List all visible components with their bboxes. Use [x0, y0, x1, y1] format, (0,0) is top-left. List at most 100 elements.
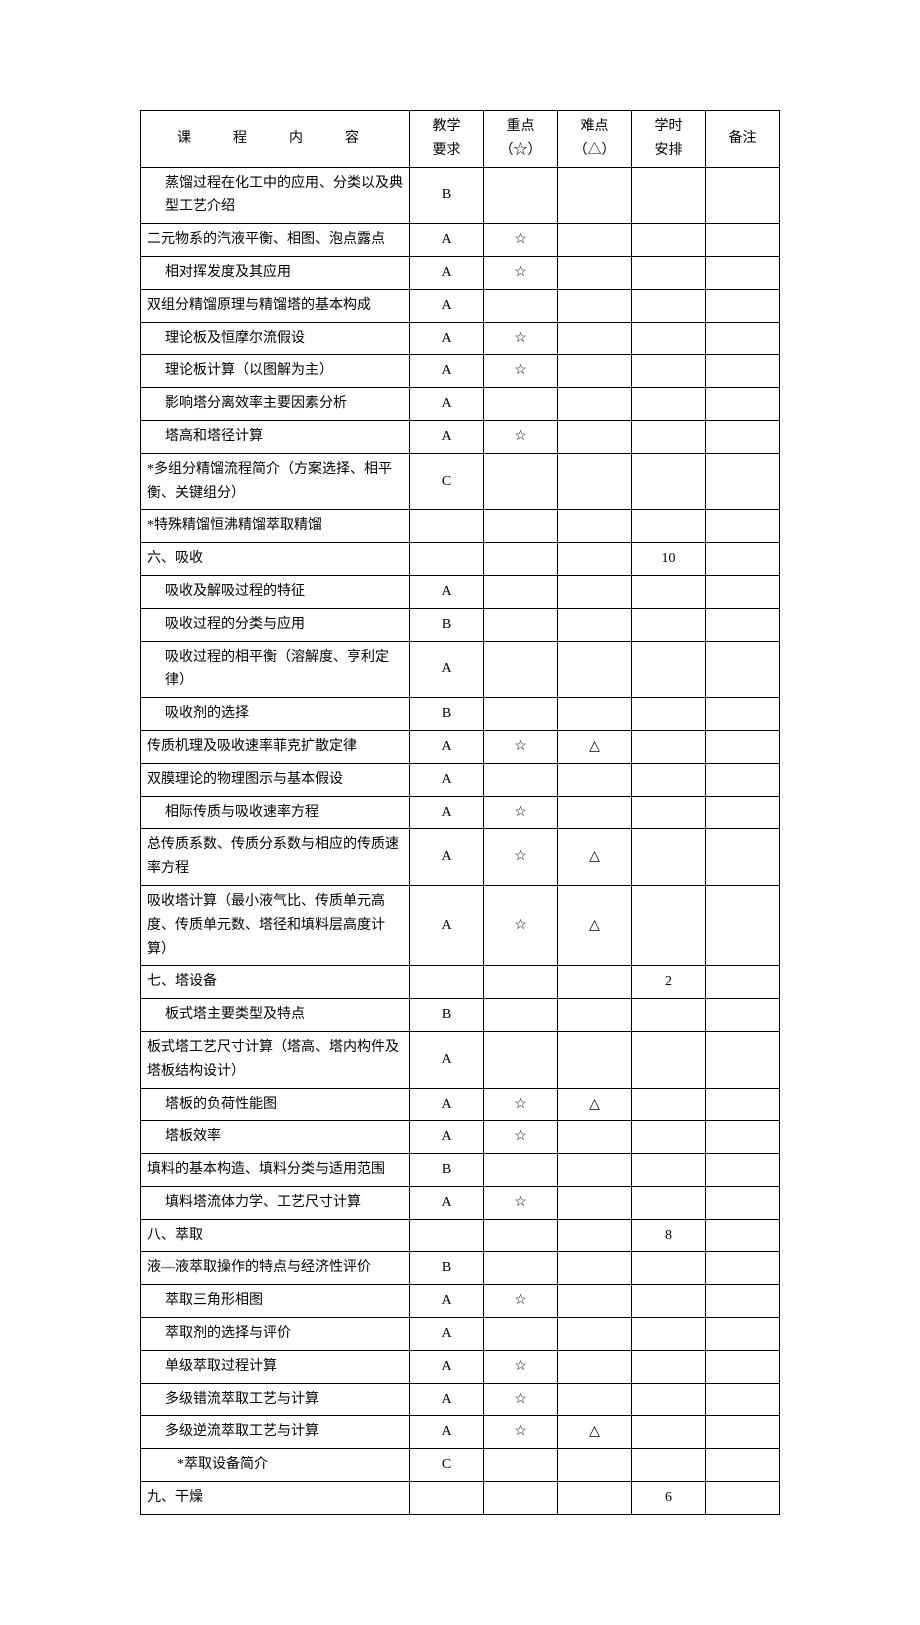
cell-content: 理论板计算（以图解为主） — [141, 355, 410, 388]
cell-content: 相际传质与吸收速率方程 — [141, 796, 410, 829]
cell-hrs — [632, 1252, 706, 1285]
cell-hrs — [632, 641, 706, 698]
cell-key — [484, 1154, 558, 1187]
cell-req: A — [410, 1285, 484, 1318]
table-row: 九、干燥 6 — [141, 1482, 780, 1515]
cell-content: 吸收过程的分类与应用 — [141, 608, 410, 641]
cell-hard — [558, 1383, 632, 1416]
table-row: *萃取设备简介C — [141, 1449, 780, 1482]
cell-note — [706, 1186, 780, 1219]
cell-note — [706, 1449, 780, 1482]
cell-req: A — [410, 256, 484, 289]
cell-note — [706, 1383, 780, 1416]
cell-key — [484, 510, 558, 543]
cell-note — [706, 420, 780, 453]
col-header-content-text: 课 程 内 容 — [147, 127, 403, 151]
table-row: 相际传质与吸收速率方程A☆ — [141, 796, 780, 829]
cell-hrs — [632, 1318, 706, 1351]
cell-req: B — [410, 698, 484, 731]
cell-note — [706, 256, 780, 289]
cell-key — [484, 543, 558, 576]
cell-note — [706, 453, 780, 510]
table-row: 传质机理及吸收速率菲克扩散定律A☆△ — [141, 730, 780, 763]
cell-note — [706, 1031, 780, 1088]
cell-hrs — [632, 763, 706, 796]
cell-hard: △ — [558, 730, 632, 763]
cell-note — [706, 1350, 780, 1383]
table-row: 理论板计算（以图解为主）A☆ — [141, 355, 780, 388]
cell-hard — [558, 453, 632, 510]
cell-hard — [558, 1252, 632, 1285]
cell-hrs — [632, 420, 706, 453]
col-header-req-l2: 要求 — [416, 139, 477, 163]
cell-content: 二元物系的汽液平衡、相图、泡点露点 — [141, 224, 410, 257]
cell-note — [706, 224, 780, 257]
table-row: *特殊精馏恒沸精馏萃取精馏 — [141, 510, 780, 543]
table-row: 六、吸收10 — [141, 543, 780, 576]
cell-key — [484, 388, 558, 421]
cell-hrs: 10 — [632, 543, 706, 576]
table-row: 双组分精馏原理与精馏塔的基本构成A — [141, 289, 780, 322]
cell-content: 吸收过程的相平衡（溶解度、亨利定律） — [141, 641, 410, 698]
col-header-hard: 难点 （△） — [558, 111, 632, 168]
cell-req: A — [410, 730, 484, 763]
cell-key: ☆ — [484, 322, 558, 355]
col-header-hrs-l1: 学时 — [638, 115, 699, 139]
table-row: 吸收过程的相平衡（溶解度、亨利定律）A — [141, 641, 780, 698]
cell-req: A — [410, 1416, 484, 1449]
cell-content: 七、塔设备 — [141, 966, 410, 999]
cell-hard — [558, 388, 632, 421]
table-row: 吸收过程的分类与应用B — [141, 608, 780, 641]
table-row: 板式塔主要类型及特点B — [141, 999, 780, 1032]
cell-content: 填料塔流体力学、工艺尺寸计算 — [141, 1186, 410, 1219]
table-row: 八、萃取8 — [141, 1219, 780, 1252]
cell-note — [706, 730, 780, 763]
cell-key — [484, 289, 558, 322]
cell-note — [706, 1416, 780, 1449]
cell-content: 多级逆流萃取工艺与计算 — [141, 1416, 410, 1449]
col-header-note-text: 备注 — [729, 131, 757, 146]
cell-req: A — [410, 355, 484, 388]
col-header-hard-l2: （△） — [564, 139, 625, 163]
cell-hrs — [632, 1449, 706, 1482]
cell-content: *多组分精馏流程简介（方案选择、相平衡、关键组分） — [141, 453, 410, 510]
cell-req: A — [410, 829, 484, 886]
cell-hrs — [632, 1088, 706, 1121]
table-row: 板式塔工艺尺寸计算（塔高、塔内构件及塔板结构设计）A — [141, 1031, 780, 1088]
table-row: 萃取剂的选择与评价A — [141, 1318, 780, 1351]
cell-hrs — [632, 1350, 706, 1383]
cell-content: 单级萃取过程计算 — [141, 1350, 410, 1383]
cell-key — [484, 1449, 558, 1482]
cell-content: 八、萃取 — [141, 1219, 410, 1252]
cell-key — [484, 1219, 558, 1252]
cell-content: 蒸馏过程在化工中的应用、分类以及典型工艺介绍 — [141, 167, 410, 224]
cell-hard: △ — [558, 829, 632, 886]
cell-hrs — [632, 1031, 706, 1088]
cell-req: A — [410, 763, 484, 796]
col-header-hrs: 学时 安排 — [632, 111, 706, 168]
cell-req: A — [410, 1318, 484, 1351]
cell-req: B — [410, 1154, 484, 1187]
cell-content: 九、干燥 — [141, 1482, 410, 1515]
cell-note — [706, 1318, 780, 1351]
cell-key — [484, 1482, 558, 1515]
cell-note — [706, 355, 780, 388]
cell-req: A — [410, 1350, 484, 1383]
cell-hard — [558, 999, 632, 1032]
cell-key — [484, 1252, 558, 1285]
cell-note — [706, 763, 780, 796]
cell-req: B — [410, 999, 484, 1032]
cell-hrs — [632, 167, 706, 224]
cell-content: 相对挥发度及其应用 — [141, 256, 410, 289]
cell-key: ☆ — [484, 1383, 558, 1416]
cell-key — [484, 453, 558, 510]
cell-hrs: 2 — [632, 966, 706, 999]
cell-hard — [558, 1154, 632, 1187]
cell-hard — [558, 1285, 632, 1318]
cell-hrs — [632, 796, 706, 829]
cell-hard — [558, 167, 632, 224]
cell-hrs: 6 — [632, 1482, 706, 1515]
cell-key: ☆ — [484, 1121, 558, 1154]
cell-content: 双膜理论的物理图示与基本假设 — [141, 763, 410, 796]
table-row: 双膜理论的物理图示与基本假设A — [141, 763, 780, 796]
